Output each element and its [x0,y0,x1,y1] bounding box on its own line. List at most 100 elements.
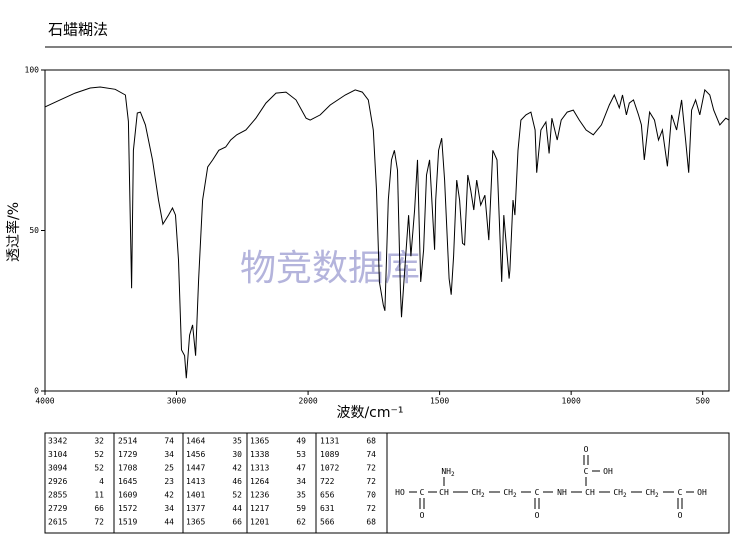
peak-wavenumber: 1338 [250,450,269,459]
peak-wavenumber: 1708 [118,464,137,473]
peak-transmittance: 70 [366,491,376,500]
structure-atom: CH2 [645,488,659,499]
peak-wavenumber: 3094 [48,464,67,473]
peak-wavenumber: 566 [320,518,335,527]
structure-atom: C [420,488,425,497]
atom-label: CH [613,488,623,497]
structure-atom: CH [439,488,449,497]
x-tick-label: 4000 [35,397,54,406]
structure-atom: O [535,511,540,520]
peak-transmittance: 59 [296,504,306,513]
atom-label: O [678,511,683,520]
peak-transmittance: 46 [232,477,242,486]
peak-transmittance: 68 [366,518,376,527]
peak-wavenumber: 3104 [48,450,67,459]
structure-atom: OH [603,467,613,476]
atom-label: CH [585,488,595,497]
peak-transmittance: 72 [94,518,104,527]
y-axis-label: 透过率/% [5,202,22,262]
peak-wavenumber: 1217 [250,504,269,513]
structure-atom: NH2 [441,467,455,478]
spectrum-line [44,86,730,379]
x-axis-label: 波数/cm⁻¹ [336,405,403,421]
peak-transmittance: 44 [232,504,242,513]
peak-wavenumber: 656 [320,491,335,500]
structure-atom: NH [557,488,567,497]
peak-wavenumber: 1377 [186,504,205,513]
atom-label: OH [603,467,613,476]
peak-transmittance: 72 [366,464,376,473]
peak-wavenumber: 1729 [118,450,137,459]
atom-label: CH [645,488,655,497]
atom-label: HO [395,488,405,497]
atom-label: CH [439,488,449,497]
structure-atom: C [584,467,589,476]
x-tick-label: 2000 [298,397,317,406]
y-tick-label: 50 [29,226,39,235]
peak-wavenumber: 2729 [48,504,67,513]
x-tick-label: 1000 [562,397,581,406]
peak-transmittance: 52 [94,450,104,459]
atom-subscript: 2 [655,492,659,499]
atom-label: C [584,467,589,476]
peak-transmittance: 74 [164,437,174,446]
peak-transmittance: 74 [366,450,376,459]
peak-wavenumber: 1401 [186,491,205,500]
peak-wavenumber: 2855 [48,491,67,500]
peak-wavenumber: 2615 [48,518,67,527]
atom-label: C [420,488,425,497]
y-tick-label: 100 [25,66,40,75]
peak-wavenumber: 1572 [118,504,137,513]
peak-transmittance: 34 [164,504,174,513]
peak-transmittance: 53 [296,450,306,459]
structure-atom: CH2 [613,488,627,499]
atom-label: CH [503,488,513,497]
structure-atom: C [678,488,683,497]
atom-subscript: 2 [451,471,455,478]
x-tick-label: 3000 [167,397,186,406]
peak-wavenumber: 1645 [118,477,137,486]
peak-transmittance: 4 [99,477,104,486]
peak-wavenumber: 1413 [186,477,205,486]
peak-wavenumber: 1072 [320,464,339,473]
watermark: 物竞数据库 [240,248,420,289]
structure-atom: CH2 [503,488,517,499]
peak-wavenumber: 3342 [48,437,67,446]
peak-wavenumber: 2514 [118,437,137,446]
peak-transmittance: 34 [164,450,174,459]
peak-transmittance: 47 [296,464,306,473]
structure-atom: HO [395,488,405,497]
peak-transmittance: 72 [366,477,376,486]
structure-atom: O [678,511,683,520]
peak-transmittance: 52 [94,464,104,473]
peak-wavenumber: 1365 [250,437,269,446]
atom-label: C [535,488,540,497]
peak-transmittance: 35 [296,491,306,500]
peak-wavenumber: 1365 [186,518,205,527]
peak-wavenumber: 1313 [250,464,269,473]
peak-transmittance: 68 [366,437,376,446]
peak-wavenumber: 2926 [48,477,67,486]
peak-transmittance: 42 [232,464,242,473]
atom-subscript: 2 [481,492,485,499]
peak-wavenumber: 1609 [118,491,137,500]
peak-transmittance: 66 [232,518,242,527]
peak-transmittance: 62 [296,518,306,527]
peak-transmittance: 72 [366,504,376,513]
structure-atom: O [584,445,589,454]
peak-wavenumber: 1131 [320,437,339,446]
structure-atom: OH [697,488,707,497]
atom-subscript: 2 [513,492,517,499]
x-tick-label: 1500 [430,397,449,406]
peak-wavenumber: 1464 [186,437,205,446]
peak-transmittance: 23 [164,477,174,486]
structure-atom: CH2 [471,488,485,499]
peak-wavenumber: 1236 [250,491,269,500]
structure-atom: C [535,488,540,497]
peak-transmittance: 44 [164,518,174,527]
peak-transmittance: 35 [232,437,242,446]
atom-label: C [678,488,683,497]
peak-wavenumber: 722 [320,477,335,486]
structure-atom: O [420,511,425,520]
peak-wavenumber: 1089 [320,450,339,459]
